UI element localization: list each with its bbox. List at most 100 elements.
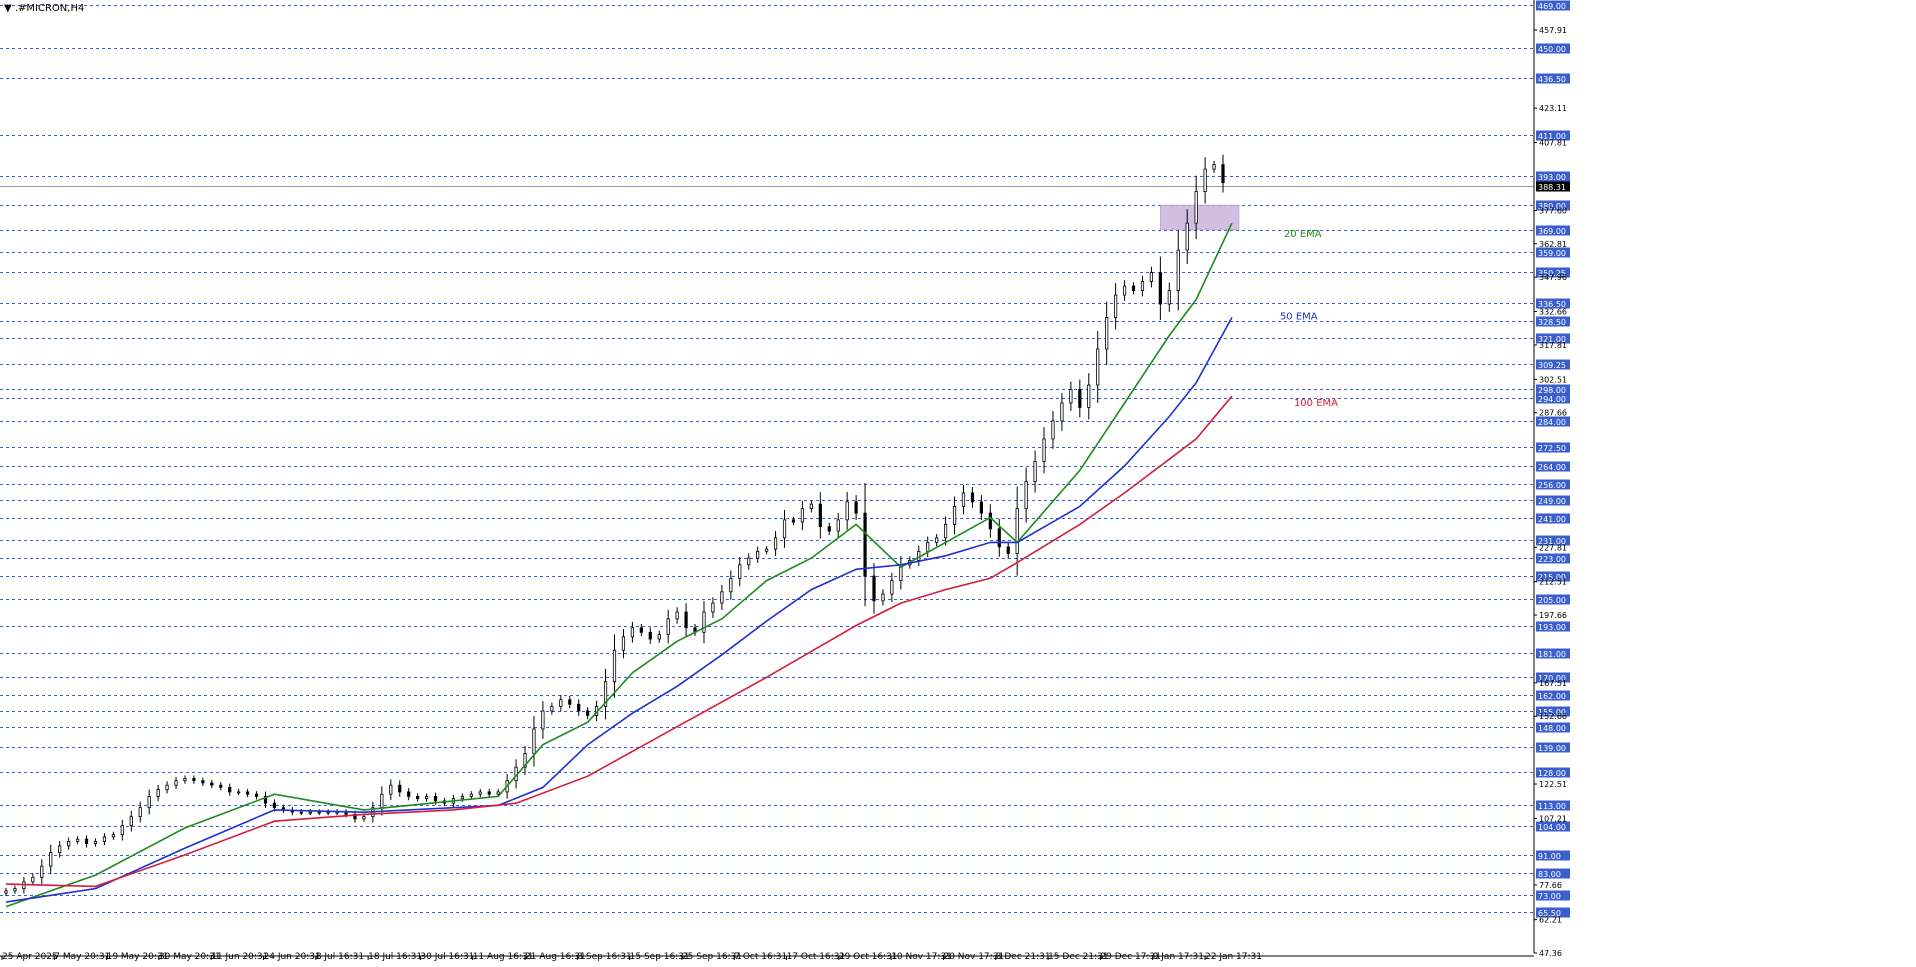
candle (49, 844, 53, 874)
candle-body-bull (424, 796, 429, 800)
level-tag (1536, 594, 1570, 605)
level-tag-label: 309.25 (1538, 361, 1566, 370)
candle-body-bear (863, 512, 867, 577)
candle-body-bear (263, 796, 268, 804)
moving-averages: 20 EMA 50 EMA 100 EMA (5, 222, 1338, 908)
level-tag-label: 155.00 (1538, 708, 1566, 717)
level-tag-label: 321.00 (1538, 335, 1566, 344)
axis-tick-label: 212.51 (1539, 578, 1567, 587)
level-tag (1536, 225, 1570, 236)
axis-tick-label: 227.81 (1539, 543, 1567, 552)
candle (1096, 331, 1100, 403)
candle (174, 776, 178, 790)
candle (881, 589, 885, 606)
candle-body-bear (416, 796, 420, 800)
candle (729, 570, 733, 600)
candle-body-bear (228, 787, 232, 793)
time-tick-label: 20 Nov 17:31 (943, 952, 1004, 962)
candle-body-bull (559, 699, 563, 707)
candle (1203, 157, 1207, 204)
candle-body-bear (398, 784, 402, 793)
candle-body-bull (952, 505, 957, 525)
candle-body-bear (84, 838, 89, 845)
level-tag-label: 284.00 (1538, 418, 1566, 427)
axis-tick-label: 122.51 (1539, 780, 1567, 789)
candle-body-bear (979, 501, 983, 514)
level-tag-label: 294.00 (1538, 395, 1566, 404)
candle-body-bull (603, 681, 608, 707)
candle (541, 701, 545, 739)
level-tag (1536, 479, 1570, 490)
level-tag-label: 205.00 (1538, 596, 1566, 605)
level-tag (1536, 384, 1570, 395)
ema100-label: 100 EMA (1294, 398, 1338, 409)
level-tag-label: 170.00 (1538, 674, 1566, 683)
candle-body-bull (102, 836, 107, 842)
candle-body-bull (541, 710, 545, 730)
level-tag-label: 83.00 (1538, 870, 1561, 879)
candle (120, 819, 124, 841)
candle (31, 873, 35, 886)
candle-body-bull (478, 791, 482, 795)
candle (1131, 282, 1136, 295)
level-tag (1536, 722, 1570, 733)
candle (756, 546, 760, 563)
level-tag (1536, 621, 1570, 632)
candle-body-bull (523, 753, 527, 768)
candle-body-bear (988, 512, 992, 530)
candle-body-bull (917, 550, 921, 561)
candle (523, 745, 527, 776)
candle (192, 775, 196, 784)
candle-body-bear (210, 782, 214, 786)
candle (1015, 486, 1019, 576)
level-tag-label: 73.00 (1538, 892, 1561, 901)
level-tag-label: 256.00 (1538, 481, 1566, 490)
level-tag-label: 393.00 (1538, 173, 1566, 182)
time-tick-label: 24 Jun 20:31 (264, 952, 321, 962)
candle-body-bull (738, 564, 742, 579)
candle (675, 607, 679, 624)
candle (773, 531, 778, 556)
candle-body-bull (299, 811, 303, 814)
time-tick-label: 29 Dec 17:31 (1100, 952, 1161, 962)
candle-body-bull (782, 519, 787, 539)
candle (943, 516, 948, 546)
level-tag (1536, 742, 1570, 753)
candle-body-bull (926, 541, 930, 552)
candle-body-bull (156, 789, 160, 797)
level-tag-label: 65.50 (1538, 909, 1561, 918)
candle (765, 546, 769, 555)
candle (532, 716, 536, 767)
time-tick-label: 10 Nov 17:31 (891, 952, 952, 962)
level-tag (1536, 648, 1570, 659)
candle (791, 516, 796, 526)
candle-body-bull (31, 876, 35, 883)
candle (1212, 160, 1216, 173)
candle-body-bull (1051, 420, 1055, 440)
time-tick-label: 15 Dec 21:31 (1048, 952, 1109, 962)
candle (1158, 256, 1162, 320)
candle (890, 572, 894, 602)
level-tag-label: 264.00 (1538, 463, 1566, 472)
candle-body-bull (1042, 438, 1046, 462)
level-tag (1536, 800, 1570, 811)
candle-body-bull (621, 636, 626, 651)
time-tick-label: 30 May 20:31 (159, 952, 221, 962)
candle (407, 788, 411, 801)
candle-body-bull (845, 501, 849, 521)
candle-body-bull (1122, 285, 1127, 296)
candle-body-bear (791, 519, 796, 523)
candle-body-bull (1212, 164, 1216, 170)
level-tag-label: 241.00 (1538, 515, 1566, 524)
level-tag (1536, 868, 1570, 879)
axis-tick-label: 152.66 (1539, 712, 1567, 721)
time-tick-label: 30 Jul 16:31 (420, 952, 474, 962)
candle-body-bull (93, 840, 98, 845)
candle (568, 695, 572, 709)
level-tag-label: 369.00 (1538, 227, 1566, 236)
time-tick-label: 21 Aug 16:31 (525, 952, 586, 962)
ema100-line (5, 395, 1233, 888)
candle (424, 793, 429, 802)
candle (138, 801, 142, 823)
